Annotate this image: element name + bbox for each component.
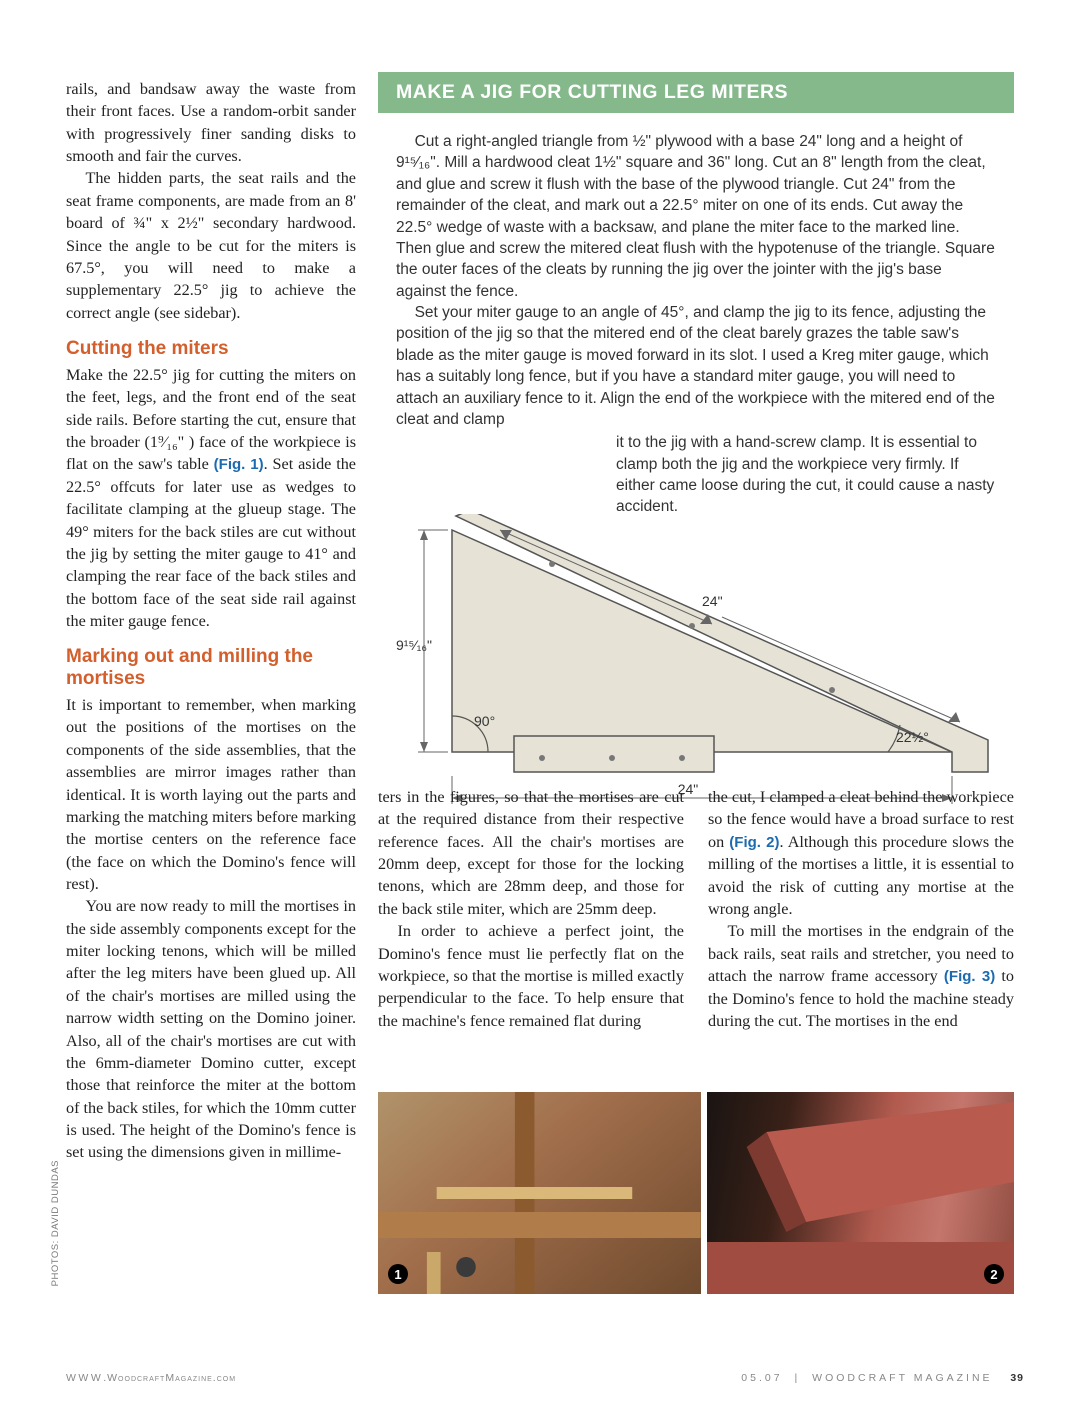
body-text-block: It is important to remember, when markin… — [66, 694, 356, 1164]
page-number: 39 — [1010, 1372, 1024, 1384]
fig-3-ref: (Fig. 3) — [944, 968, 995, 985]
left-column: rails, and bandsaw away the waste from t… — [66, 78, 356, 1164]
diagram-top-24: 24" — [702, 593, 723, 609]
screw-icon — [539, 755, 545, 761]
photo-1-badge: 1 — [388, 1264, 408, 1284]
sidebar-title: MAKE A JIG FOR CUTTING LEG MITERS — [378, 72, 1014, 113]
sidebar-body: Cut a right-angled triangle from ½" plyw… — [378, 113, 1014, 828]
middle-columns: ters in the figures, so that the mortise… — [378, 786, 1014, 1033]
photo-1: 1 — [378, 1092, 701, 1294]
footer-domain: .WoodcraftMagazine.com — [103, 1372, 236, 1384]
mid-c2-p2: To mill the mortises in the endgrain of … — [708, 920, 1014, 1032]
screw-icon — [609, 755, 615, 761]
sidebar-p1: Cut a right-angled triangle from ½" plyw… — [396, 131, 996, 302]
fig-1-ref: (Fig. 1) — [214, 456, 264, 473]
screw-icon — [679, 755, 685, 761]
footer-magazine: WOODCRAFT MAGAZINE — [812, 1372, 992, 1384]
para-2: The hidden parts, the seat rails and the… — [66, 167, 356, 324]
mid-col-1: ters in the figures, so that the mortise… — [378, 786, 684, 1033]
para-5: You are now ready to mill the mortises i… — [66, 895, 356, 1163]
para-1: rails, and bandsaw away the waste from t… — [66, 78, 356, 167]
footer-url: WWW.WoodcraftMagazine.com — [66, 1372, 236, 1384]
fig-2-ref: (Fig. 2) — [729, 834, 779, 851]
diagram-triangle — [452, 530, 952, 752]
screw-icon — [549, 561, 555, 567]
footer-www: WWW — [66, 1372, 103, 1384]
diagram-base-cleat — [514, 736, 714, 772]
screw-icon — [689, 623, 695, 629]
diagram-angle-22: 22½° — [896, 729, 929, 745]
para-4: It is important to remember, when markin… — [66, 694, 356, 895]
body-text-block: Make the 22.5° jig for cutting the miter… — [66, 364, 356, 633]
diagram-height-label: 9¹⁵⁄₁₆" — [396, 637, 432, 653]
sidebar-p2: Set your miter gauge to an angle of 45°,… — [396, 302, 996, 430]
photo-row: 1 2 — [378, 1092, 1014, 1294]
jig-diagram: 9¹⁵⁄₁₆" 90° — [396, 432, 626, 820]
footer-right: 05.07 | WOODCRAFT MAGAZINE 39 — [741, 1372, 1024, 1384]
heading-cutting-miters: Cutting the miters — [66, 338, 356, 360]
mid-c1-p2: In order to achieve a perfect joint, the… — [378, 920, 684, 1032]
para-3: Make the 22.5° jig for cutting the miter… — [66, 364, 356, 633]
mid-c2-p1: the cut, I clamped a cleat behind the wo… — [708, 786, 1014, 920]
body-text-block: rails, and bandsaw away the waste from t… — [66, 78, 356, 324]
screw-icon — [829, 687, 835, 693]
heading-marking-mortises: Marking out and milling the mortises — [66, 646, 356, 690]
mid-col-2: the cut, I clamped a cleat behind the wo… — [708, 786, 1014, 1033]
para-3b: . Set aside the 22.5° offcuts for later … — [66, 455, 356, 630]
photo-2-badge: 2 — [984, 1264, 1004, 1284]
photo-2-placeholder — [707, 1092, 1014, 1294]
mid-c1-p1: ters in the figures, so that the mortise… — [378, 786, 684, 920]
photo-1-placeholder — [378, 1092, 701, 1294]
diagram-angle-90: 90° — [474, 713, 495, 729]
sidebar-jig-box: MAKE A JIG FOR CUTTING LEG MITERS Cut a … — [378, 72, 1014, 828]
footer-date: 05.07 — [741, 1372, 782, 1384]
photo-2: 2 — [707, 1092, 1014, 1294]
sidebar-p3: it to the jig with a hand-screw clamp. I… — [616, 432, 996, 518]
page-footer: WWW.WoodcraftMagazine.com 05.07 | WOODCR… — [66, 1372, 1024, 1384]
photo-credit: PHOTOS: DAVID DUNDAS — [50, 1160, 61, 1286]
